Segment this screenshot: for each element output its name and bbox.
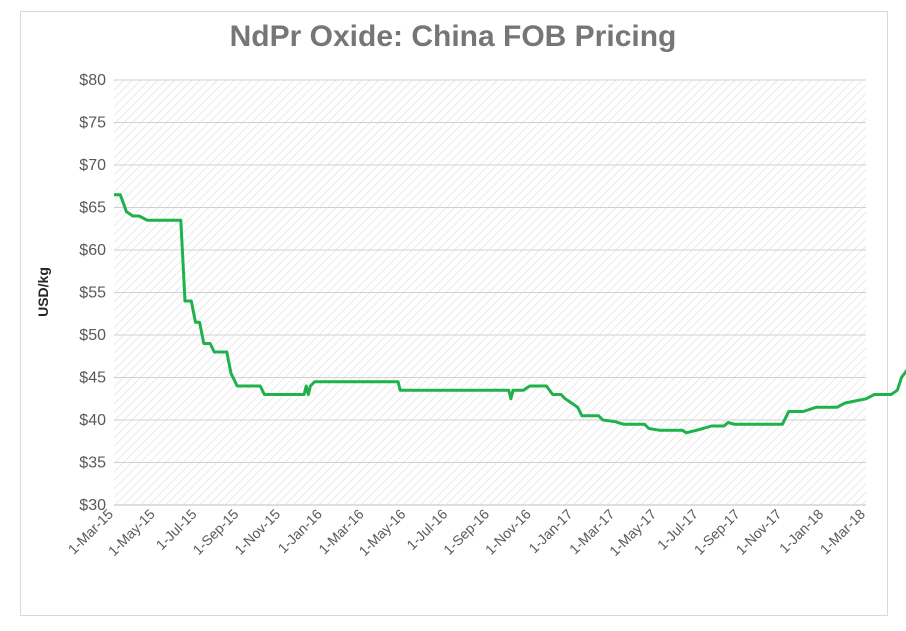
x-tick-label: 1-Nov-15 [231, 506, 283, 558]
x-tick-label: 1-May-16 [355, 506, 408, 559]
chart-title: NdPr Oxide: China FOB Pricing [229, 20, 677, 53]
y-tick-label: $60 [79, 242, 106, 259]
series-line [114, 193, 906, 435]
y-tick-label: $30 [79, 497, 106, 514]
x-tick-label: 1-May-17 [606, 506, 659, 559]
y-tick-label: $70 [79, 157, 106, 174]
x-tick-label: 1-Nov-17 [733, 506, 785, 558]
x-tick-label: 1-Mar-18 [817, 506, 869, 558]
y-tick-label: $50 [79, 327, 106, 344]
x-tick-label: 1-Nov-16 [482, 506, 534, 558]
y-tick-label: $75 [79, 115, 106, 132]
y-tick-label: $80 [79, 72, 106, 89]
y-axis-label: USD/kg [35, 267, 51, 317]
y-tick-label: $55 [79, 285, 106, 302]
y-tick-label: $40 [79, 412, 106, 429]
y-tick-label: $35 [79, 455, 106, 472]
x-tick-label: 1-May-15 [105, 506, 158, 559]
y-tick-label: $65 [79, 200, 106, 217]
y-tick-label: $45 [79, 370, 106, 387]
